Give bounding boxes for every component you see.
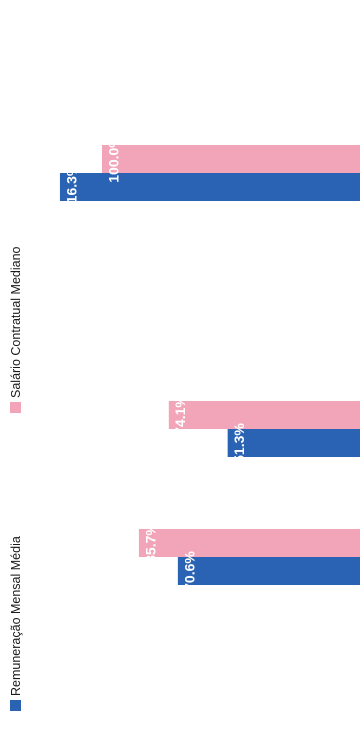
chart-legend: Remuneração Mensal Média Salário Contrat… [9, 246, 23, 711]
legend-label-salario: Salário Contratual Mediano [9, 246, 23, 398]
bar-salario-0 [138, 529, 360, 557]
value-label-salario-1: 74.1% [172, 395, 188, 435]
legend-swatch-remuneracao [10, 700, 21, 711]
legend-label-remuneracao: Remuneração Mensal Média [9, 536, 23, 696]
bar-salario-1 [168, 401, 360, 429]
bar-remuneracao-3 [59, 173, 360, 201]
value-label-salario-0: 85.7% [142, 523, 158, 563]
value-label-remuneracao-0: 70.6% [181, 551, 197, 591]
chart-rotated-frame: Remuneração Mensal Média Salário Contrat… [9, 135, 360, 711]
bar-remuneracao-1 [227, 429, 360, 457]
value-labels-group: 70.6% 85.7% 51.3% 74.1% 116.3% 100.0% [63, 135, 247, 591]
bar-remuneracao-0 [177, 557, 360, 585]
bar-salario-3 [102, 145, 360, 173]
bars-group [59, 145, 360, 585]
value-label-remuneracao-3: 116.3% [63, 163, 79, 210]
value-label-remuneracao-1: 51.3% [231, 423, 247, 463]
value-label-salario-3: 100.0% [105, 135, 121, 183]
legend-swatch-salario [10, 402, 21, 413]
